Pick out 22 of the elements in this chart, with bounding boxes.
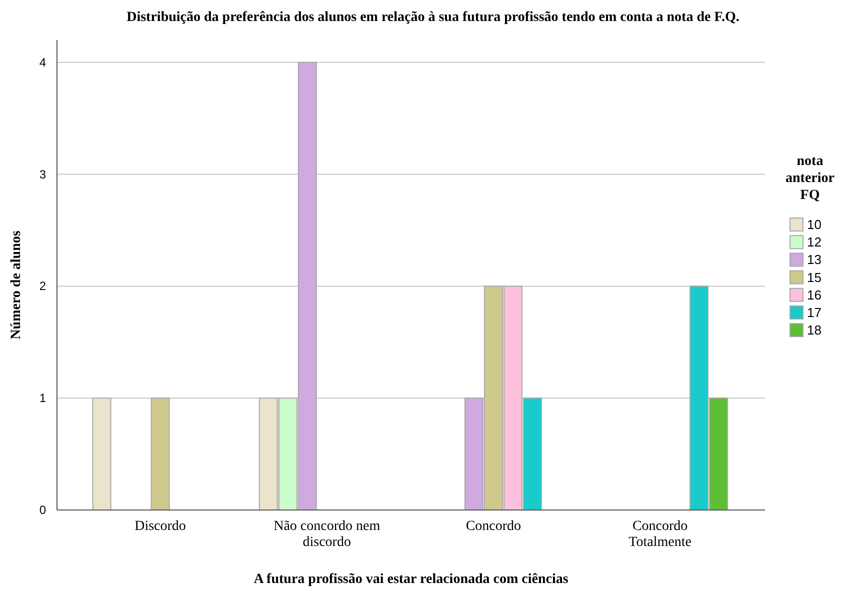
legend-label: 10 [807,217,822,232]
bar [92,398,112,510]
legend-label: 13 [807,252,822,268]
y-tick-label: 1 [39,391,46,406]
y-tick-label: 4 [39,55,46,70]
legend-label: 18 [807,322,822,338]
legend-label: 12 [807,234,822,250]
legend-label: 16 [807,287,822,302]
x-tick-label: Discordo [134,519,186,534]
legend-label: 15 [807,270,822,285]
x-tick-label: Não concordo nem discordo [274,519,380,550]
x-tick-label: Concordo [466,519,522,534]
x-axis-title: A futura profissão vai estar relacionada com ciências [254,572,569,587]
legend-title: nota anterior FQ [786,154,834,203]
y-tick-label: 0 [39,503,46,517]
y-tick-label: 2 [39,279,46,294]
bar [150,398,170,510]
y-tick-label: 3 [39,167,46,182]
y-axis-title: Número de alunos [9,230,24,340]
x-tick-label: Concordo Totalmente [628,519,692,550]
chart-title: Distribuição da preferência dos alunos em relação à sua futura profissão tendo em conta a nota de F.Q. [126,10,740,25]
legend-label: 17 [807,305,822,320]
